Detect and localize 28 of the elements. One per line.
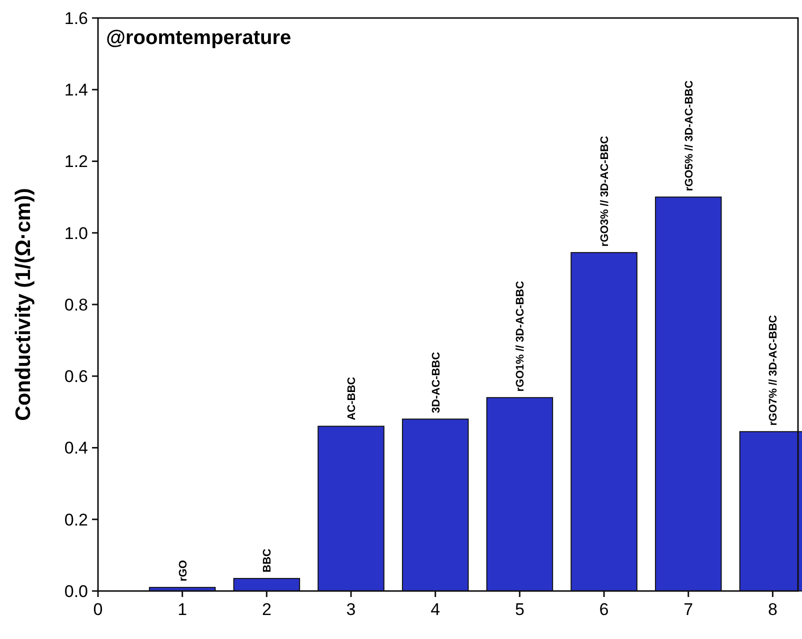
y-tick-label: 0.4: [64, 438, 88, 458]
y-tick-label: 0.2: [64, 510, 88, 530]
annotation: rGO7% // 3D-AC-BBC: [768, 314, 780, 426]
y-tick-label: 1.2: [64, 152, 88, 172]
y-axis-title: Conductivity (1/(Ω·cm)): [12, 188, 35, 421]
annotation: rGO1% // 3D-AC-BBC: [514, 280, 527, 392]
annotation: AC-BBC: [346, 376, 358, 420]
annotation: rGO3% // 3D-AC-BBC: [599, 136, 612, 247]
x-tick-label: 8: [768, 600, 778, 619]
annotation: rGO: [177, 560, 190, 582]
y-tick-label: 0.8: [64, 295, 88, 314]
annotation: rGO5% // 3D-AC-BBC: [683, 80, 696, 192]
x-tick-label: 1: [178, 600, 188, 619]
x-tick-label: 5: [514, 600, 524, 619]
y-tick-label: 1.4: [64, 80, 88, 100]
x-tick-label: 4: [430, 600, 440, 619]
x-tick-label: 6: [599, 600, 609, 619]
annotation: BBC: [262, 548, 274, 572]
annotation: 3D-AC-BBC: [430, 352, 442, 414]
y-tick-label: 1.6: [64, 8, 88, 28]
annotation: @roomtemperature: [106, 27, 292, 49]
y-tick-label: 0.0: [64, 582, 88, 601]
x-tick-label: 7: [684, 600, 694, 619]
x-tick-label: 0: [93, 600, 103, 619]
x-tick-label: 3: [346, 600, 356, 619]
y-tick-label: 1.0: [64, 224, 88, 243]
x-tick-label: 2: [262, 600, 272, 619]
y-tick-label: 0.6: [64, 367, 88, 386]
